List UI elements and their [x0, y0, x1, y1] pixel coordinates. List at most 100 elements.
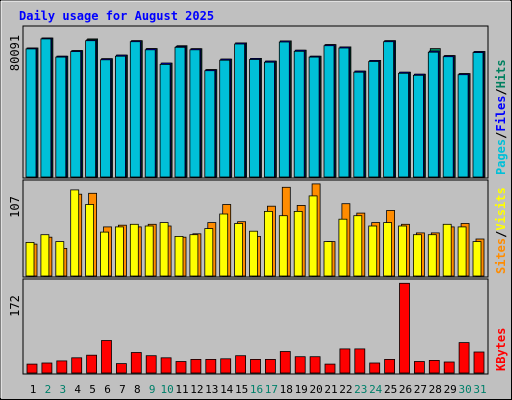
pages-bar-day-24: [368, 61, 380, 178]
pages-bar-day-28: [427, 51, 439, 178]
visits-bar-day-1: [25, 241, 35, 277]
day-label-23: 23: [354, 383, 367, 396]
legend-separator: /: [494, 231, 508, 238]
legend-separator: /: [494, 132, 508, 139]
kbytes-bar-day-7: [116, 363, 127, 374]
day-label-19: 19: [295, 383, 308, 396]
pages-bar-day-23: [353, 71, 365, 178]
kbytes-bar-day-19: [294, 356, 306, 374]
kbytes-bar-day-13: [205, 358, 217, 374]
day-label-2: 2: [45, 383, 52, 396]
pages-bar-day-4: [70, 51, 82, 178]
pages-files-hits-panel: 80091 Pages/Files/Hits: [8, 25, 508, 179]
visits-bar-day-15: [234, 223, 244, 277]
day-label-13: 13: [205, 383, 218, 396]
visits-bar-day-30: [457, 226, 467, 277]
legend-visits: Visits: [494, 187, 508, 230]
kbytes-bar-day-17: [264, 358, 276, 374]
pages-bar-day-29: [442, 56, 454, 178]
kbytes-bar-day-26: [399, 282, 410, 374]
day-label-11: 11: [175, 383, 188, 396]
pages-bar-day-2: [40, 38, 52, 178]
day-label-8: 8: [134, 383, 141, 396]
visits-bar-day-25: [383, 222, 393, 277]
chart-title: Daily usage for August 2025: [19, 9, 214, 23]
visits-bar-day-21: [323, 241, 333, 277]
visits-bar-day-17: [263, 210, 273, 277]
legend-kbytes: KBytes: [494, 328, 508, 371]
pages-bar-day-5: [85, 40, 96, 178]
visits-bar-day-22: [338, 218, 348, 277]
visits-bar-day-29: [442, 223, 452, 277]
pages-bar-day-8: [129, 41, 141, 178]
pages-bar-day-27: [412, 74, 424, 178]
visits-bar-day-20: [308, 195, 318, 277]
pages-bar-day-15: [234, 43, 246, 178]
day-label-17: 17: [265, 383, 278, 396]
kbytes-bar-day-6: [101, 340, 112, 374]
kbytes-bar-day-25: [384, 358, 396, 374]
pages-bar-day-19: [293, 50, 305, 178]
day-label-1: 1: [30, 383, 37, 396]
visits-bar-day-18: [278, 215, 288, 277]
visits-bar-day-3: [55, 241, 65, 277]
kbytes-bar-day-15: [235, 355, 247, 374]
day-label-22: 22: [339, 383, 352, 396]
kbytes-bar-day-8: [130, 352, 142, 374]
legend-sites: Sites: [494, 238, 508, 274]
day-label-10: 10: [160, 383, 173, 396]
panel-3-frame: [22, 278, 489, 375]
visits-bar-day-19: [293, 210, 303, 277]
legend-hits: Hits: [494, 59, 508, 88]
visits-bar-day-28: [427, 234, 437, 277]
panel-2-bars: [25, 183, 485, 277]
visits-bar-day-8: [129, 223, 139, 277]
visits-bar-day-16: [249, 230, 258, 277]
visits-bar-day-12: [189, 234, 199, 277]
kbytes-bar-day-5: [86, 354, 97, 374]
day-label-18: 18: [280, 383, 293, 396]
visits-bar-day-26: [398, 225, 407, 277]
day-label-4: 4: [74, 383, 81, 396]
day-label-20: 20: [309, 383, 322, 396]
day-label-3: 3: [59, 383, 66, 396]
day-label-9: 9: [149, 383, 156, 396]
kbytes-bar-day-27: [413, 361, 425, 374]
kbytes-bar-day-10: [160, 357, 172, 374]
day-label-24: 24: [369, 383, 383, 396]
day-label-31: 31: [473, 383, 486, 396]
day-label-29: 29: [444, 383, 457, 396]
legend-files: Files: [494, 96, 508, 132]
pages-bar-day-12: [189, 49, 201, 178]
kbytes-bar-day-2: [41, 362, 53, 374]
day-label-15: 15: [235, 383, 248, 396]
day-labels: 1 2 3 4 5 6 7 8 9 10 11 12 13 14 15 16 17 18 19 20 21 22 23 24 2…: [30, 383, 487, 396]
panel-2-legend: Sites/Visits: [494, 187, 508, 274]
pages-bar-day-31: [472, 52, 484, 178]
visits-bar-day-7: [115, 226, 124, 277]
pages-bar-day-11: [174, 46, 186, 178]
day-label-6: 6: [104, 383, 111, 396]
pages-bar-day-26: [398, 72, 409, 178]
pages-bar-day-16: [249, 59, 260, 178]
visits-bar-day-5: [85, 204, 94, 277]
visits-bar-day-9: [144, 225, 154, 277]
pages-bar-day-20: [308, 56, 320, 178]
panel-1-ymax-label: 80091: [8, 35, 22, 71]
day-label-26: 26: [399, 383, 412, 396]
kbytes-bar-day-14: [220, 358, 232, 374]
visits-bar-day-2: [40, 234, 50, 277]
visits-bar-day-23: [353, 215, 363, 277]
kbytes-bar-day-18: [279, 351, 291, 374]
pages-bar-day-25: [383, 41, 395, 178]
pages-bar-day-3: [55, 56, 67, 178]
panel-1-legend: Pages/Files/Hits: [494, 59, 508, 175]
pages-bar-day-17: [263, 61, 275, 178]
visits-bar-day-11: [174, 235, 184, 277]
pages-bar-day-13: [204, 70, 216, 178]
day-label-14: 14: [220, 383, 234, 396]
kbytes-bar-day-4: [71, 357, 83, 374]
day-label-21: 21: [324, 383, 337, 396]
pages-bar-day-14: [219, 59, 231, 178]
